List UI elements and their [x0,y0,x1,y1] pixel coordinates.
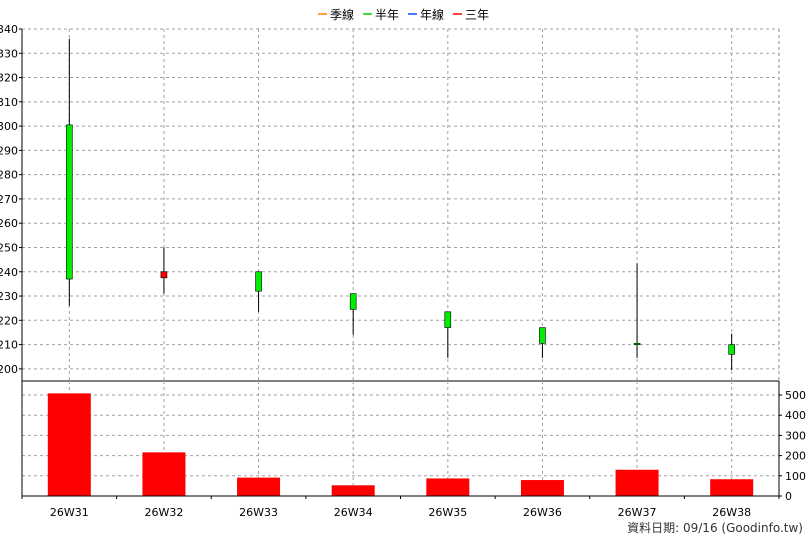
price-tick-label: 290 [0,144,18,157]
volume-tick-label: 500 [785,389,806,402]
candle-body [633,343,641,345]
volume-tick-label: 100 [785,470,806,483]
volume-tick-label: 300 [785,429,806,442]
candle-body [539,327,546,344]
price-tick-label: 230 [0,290,18,303]
legend-label-0: 季線 [330,7,354,22]
volume-bar [237,477,281,496]
price-tick-label: 310 [0,96,18,109]
volume-tick-label: 200 [785,450,806,463]
price-plot-area [22,29,779,381]
price-tick-label: 320 [0,72,18,85]
price-tick-label: 340 [0,23,18,36]
volume-panel: 0 100 200 300 400 500 [21,380,806,503]
price-tick-label: 270 [0,193,18,206]
volume-bar [331,485,375,496]
price-tick-label: 300 [0,120,18,133]
price-tick-label: 240 [0,266,18,279]
x-tick-label: 26W37 [618,506,657,519]
x-axis: 26W31 26W32 26W33 26W34 26W35 26W36 26W37 26W38 [21,495,780,519]
price-tick-label: 200 [0,363,18,376]
candle-body [728,344,735,355]
price-tick-label: 330 [0,47,18,60]
x-tick-label: 26W33 [239,506,278,519]
price-tick-label: 210 [0,339,18,352]
legend-label-2: 年線 [420,7,444,22]
x-tick-label: 26W36 [523,506,562,519]
volume-tick-label: 0 [785,490,792,503]
price-tick-label: 220 [0,314,18,327]
candle-body [444,311,452,328]
x-tick-label: 26W35 [428,506,467,519]
candle-body [160,271,168,279]
candle-body [66,124,73,280]
volume-bar [710,479,754,496]
price-panel: 200 210 220 230 240 250 260 270 280 290 300 310 320 3… [0,23,780,381]
candle-body [255,271,262,292]
volume-bar [47,393,91,496]
legend-label-3: 三年 [465,8,489,22]
x-tick-label: 26W32 [145,506,184,519]
volume-tick-label: 400 [785,409,806,422]
volume-bar [426,478,470,496]
x-tick-label: 26W31 [50,506,89,519]
volume-bar [520,480,564,496]
legend: 季線 半年 年線 三年 [318,7,489,22]
x-tick-label: 26W34 [334,506,373,519]
price-tick-label: 250 [0,241,18,254]
x-tick-label: 26W38 [712,506,751,519]
volume-bar [615,469,659,496]
data-date-label: 資料日期: 09/16 (Goodinfo.tw) [627,521,803,535]
price-tick-label: 280 [0,169,18,182]
candle-body [349,293,357,310]
legend-label-1: 半年 [375,8,399,22]
volume-bar [142,452,186,496]
price-tick-label: 260 [0,217,18,230]
